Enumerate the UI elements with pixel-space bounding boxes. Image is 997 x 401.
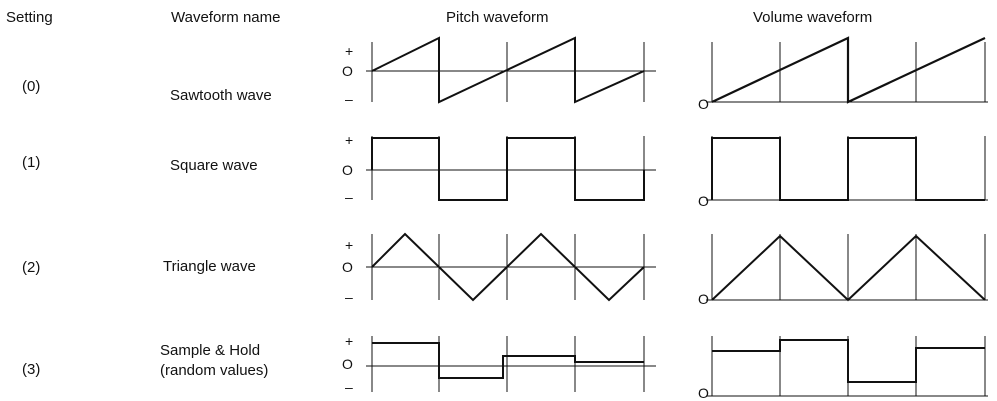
volume-zero-label-0: O <box>698 96 709 112</box>
pitch-plus-label-1: + <box>345 132 354 148</box>
waveform-name-0-line-1: Sawtooth wave <box>170 87 272 104</box>
volume-triangle-plot <box>706 234 988 302</box>
pitch-sample-hold-plot <box>366 336 656 392</box>
volume-sawtooth-wave <box>711 36 986 104</box>
pitch-square-wave <box>371 137 645 201</box>
waveform-name-0: Sawtooth wave <box>170 86 272 106</box>
pitch-minus-label-2: – <box>345 289 353 305</box>
pitch-sawtooth-wave <box>371 36 645 104</box>
pitch-minus-label-0: – <box>345 91 353 107</box>
volume-triangle-wave <box>711 234 986 302</box>
waveform-name-3-line-2: (random values) <box>160 362 269 379</box>
volume-zero-label-1: O <box>698 193 709 209</box>
waveform-name-1-line-1: Square wave <box>170 157 258 174</box>
pitch-sample-hold-wave <box>372 342 644 379</box>
setting-2: (2) <box>22 259 41 276</box>
waveform-name-header: Waveform name <box>171 9 281 26</box>
waveform-name-2-line-1: Triangle wave <box>163 258 256 275</box>
pitch-plus-label-3: + <box>345 333 354 349</box>
waveform-name-1: Square wave <box>170 156 258 176</box>
waveform-name-3: Sample & Hold (random values) <box>160 341 268 381</box>
pitch-sawtooth-plot <box>366 36 656 104</box>
pitch-plus-label-0: + <box>345 43 354 59</box>
waveform-name-3-line-1: Sample & Hold <box>160 342 261 359</box>
setting-3: (3) <box>22 361 41 378</box>
pitch-zero-label-3: O <box>342 356 353 372</box>
pitch-minus-label-3: – <box>345 379 353 395</box>
volume-zero-label-2: O <box>698 291 709 307</box>
volume-zero-label-3: O <box>698 385 709 401</box>
pitch-zero-label-2: O <box>342 259 353 275</box>
volume-sample-hold-wave <box>712 339 985 383</box>
pitch-zero-label-0: O <box>342 63 353 79</box>
waveform-name-2: Triangle wave <box>163 257 256 277</box>
volume-sawtooth-plot <box>706 36 988 104</box>
pitch-zero-label-1: O <box>342 162 353 178</box>
pitch-minus-label-1: – <box>345 189 353 205</box>
pitch-square-plot <box>366 136 656 201</box>
volume-square-wave <box>711 137 985 201</box>
volume-sample-hold-plot <box>706 336 988 397</box>
setting-1: (1) <box>22 154 41 171</box>
setting-0: (0) <box>22 78 41 95</box>
volume-square-plot <box>706 136 988 201</box>
pitch-triangle-plot <box>366 232 656 302</box>
pitch-triangle-wave <box>371 232 645 302</box>
setting-header: Setting <box>6 9 53 26</box>
pitch-waveform-header: Pitch waveform <box>446 9 549 26</box>
pitch-plus-label-2: + <box>345 237 354 253</box>
volume-waveform-header: Volume waveform <box>753 9 873 26</box>
